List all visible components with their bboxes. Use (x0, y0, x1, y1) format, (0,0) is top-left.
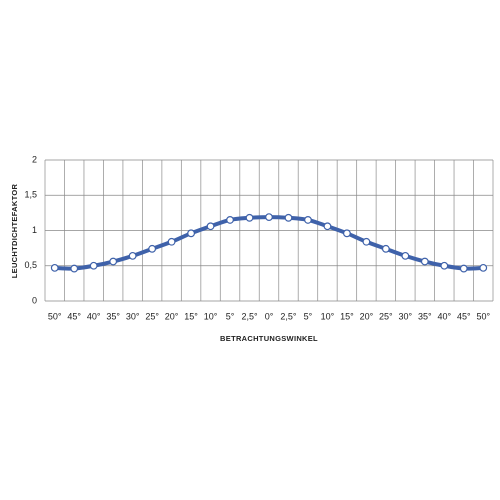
data-point (479, 263, 488, 272)
x-tick-label: 15° (184, 311, 198, 321)
y-tick-label: 0,5 (24, 260, 37, 270)
x-tick-label: 40° (87, 311, 101, 321)
data-point (187, 229, 195, 238)
x-axis-title: BETRACHTUNGSWINKEL (220, 334, 318, 343)
x-tick-label: 35° (106, 311, 120, 321)
data-point (128, 251, 137, 260)
x-tick-label: 25° (145, 311, 159, 321)
data-point (167, 237, 176, 246)
data-point (343, 229, 351, 238)
data-point (89, 261, 98, 270)
y-axis-title: LEUCHTDICHTEFAKTOR (10, 184, 19, 279)
x-tick-label: 45° (67, 311, 81, 321)
x-tick-label: 15° (340, 311, 354, 321)
data-point (109, 257, 118, 266)
x-tick-label: 50° (476, 311, 490, 321)
x-tick-label: 0° (265, 311, 274, 321)
x-tick-label: 30° (126, 311, 140, 321)
data-point (148, 244, 157, 253)
x-tick-label: 30° (399, 311, 413, 321)
x-tick-label: 10° (321, 311, 335, 321)
data-point (304, 216, 312, 224)
x-tick-label: 5° (304, 311, 313, 321)
data-point (459, 264, 468, 273)
y-tick-label: 1,5 (24, 190, 37, 200)
data-point (226, 216, 234, 224)
x-tick-label: 25° (379, 311, 393, 321)
data-point (206, 222, 215, 231)
data-point (323, 222, 332, 231)
x-tick-label: 2,5° (241, 311, 258, 321)
data-point (401, 251, 410, 260)
x-tick-label: 40° (437, 311, 451, 321)
data-point (284, 213, 293, 222)
x-tick-label: 20° (360, 311, 374, 321)
data-point (381, 244, 390, 253)
y-tick-label: 2 (32, 154, 37, 164)
y-tick-label: 0 (32, 295, 37, 305)
x-tick-label: 2,5° (280, 311, 297, 321)
data-point (420, 257, 429, 266)
x-tick-label: 20° (165, 311, 179, 321)
y-tick-label: 1 (32, 225, 37, 235)
data-point (50, 263, 59, 272)
data-point (362, 237, 371, 246)
data-point (440, 261, 449, 270)
x-tick-label: 45° (457, 311, 471, 321)
data-line (52, 215, 486, 271)
x-tick-label: 35° (418, 311, 432, 321)
x-tick-label: 5° (226, 311, 235, 321)
data-point (70, 264, 79, 273)
x-tick-label: 50° (48, 311, 62, 321)
data-point (245, 213, 254, 222)
data-point (265, 213, 273, 222)
x-tick-label: 10° (204, 311, 218, 321)
